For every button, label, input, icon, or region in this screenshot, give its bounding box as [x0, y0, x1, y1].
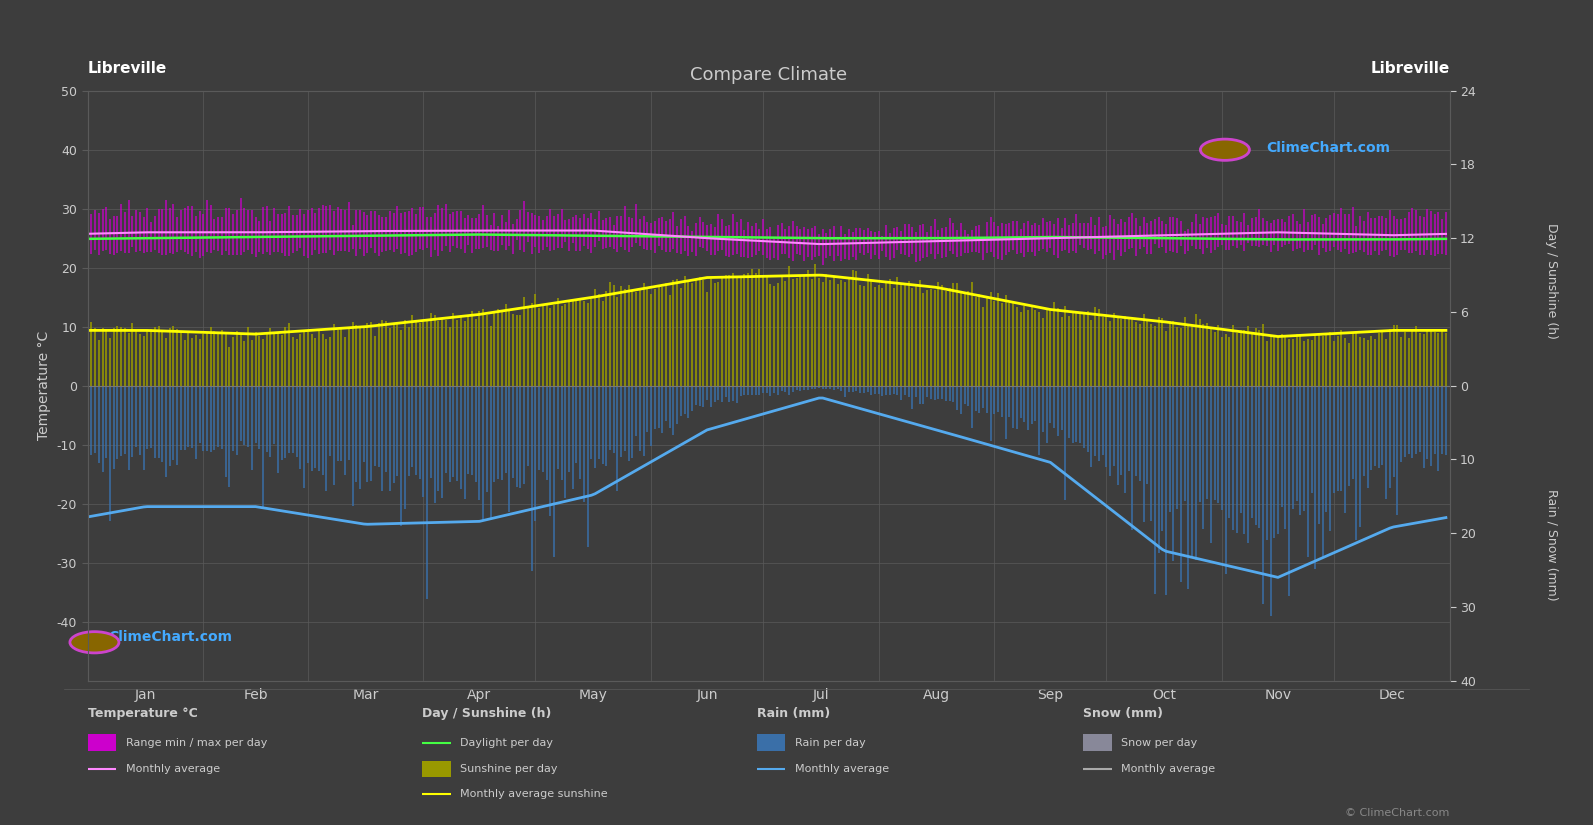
- Text: Snow per day: Snow per day: [1121, 738, 1198, 747]
- Text: Monthly average: Monthly average: [1121, 764, 1215, 774]
- Text: Libreville: Libreville: [88, 61, 167, 76]
- Text: Temperature °C: Temperature °C: [88, 707, 198, 720]
- Title: Compare Climate: Compare Climate: [690, 66, 847, 83]
- Text: © ClimeChart.com: © ClimeChart.com: [1344, 808, 1450, 818]
- Text: Day / Sunshine (h): Day / Sunshine (h): [422, 707, 551, 720]
- Text: Libreville: Libreville: [1370, 61, 1450, 76]
- Text: Monthly average: Monthly average: [126, 764, 220, 774]
- Text: ClimeChart.com: ClimeChart.com: [108, 630, 233, 644]
- Text: Day / Sunshine (h): Day / Sunshine (h): [1545, 223, 1558, 338]
- Circle shape: [1201, 139, 1249, 160]
- Text: Snow (mm): Snow (mm): [1083, 707, 1163, 720]
- Text: Monthly average sunshine: Monthly average sunshine: [460, 789, 609, 799]
- Text: ClimeChart.com: ClimeChart.com: [1266, 141, 1389, 155]
- Text: Rain / Snow (mm): Rain / Snow (mm): [1545, 488, 1558, 601]
- Text: Sunshine per day: Sunshine per day: [460, 764, 558, 774]
- Text: Daylight per day: Daylight per day: [460, 738, 553, 747]
- Text: Rain per day: Rain per day: [795, 738, 865, 747]
- Text: Rain (mm): Rain (mm): [757, 707, 830, 720]
- Y-axis label: Temperature °C: Temperature °C: [37, 331, 51, 441]
- Text: Range min / max per day: Range min / max per day: [126, 738, 268, 747]
- Circle shape: [70, 632, 119, 653]
- Text: Monthly average: Monthly average: [795, 764, 889, 774]
